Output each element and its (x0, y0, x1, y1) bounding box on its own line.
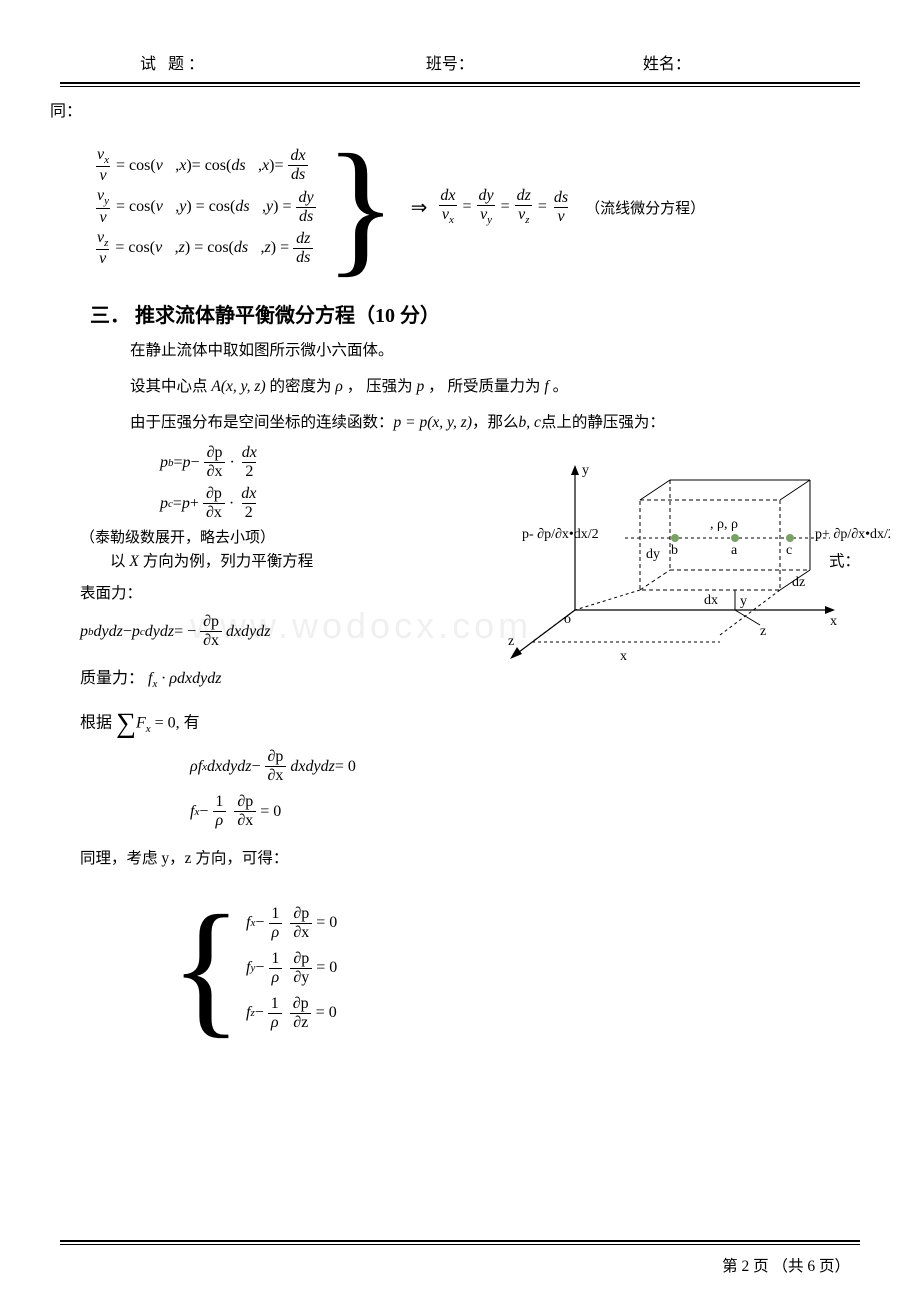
sec3-line3: 由于压强分布是空间坐标的连续函数：p = p(x, y, z)，那么b, c点上… (130, 410, 860, 436)
header-field-exam: 试 题： (140, 50, 426, 74)
svg-text:y: y (740, 594, 747, 609)
streamline-equation-block: vxv = cos(v⃗, x)= cos(ds⃗, x)= dxds vyv … (90, 127, 860, 287)
svg-text:dx: dx (704, 593, 718, 608)
header-field-class: 班号： (426, 50, 643, 74)
streamline-result: dxvx = dyvy = dzvz = dsv (433, 187, 575, 226)
svg-text:p- ∂p/∂x•dx/2: p- ∂p/∂x•dx/2 (522, 527, 599, 542)
sum-condition: 根据 ∑Fx = 0, 有 (80, 708, 860, 740)
svg-text:x: x (620, 649, 627, 664)
direction-cosine-rows: vxv = cos(v⃗, x)= cos(ds⃗, x)= dxds vyv … (90, 144, 321, 270)
balance-eq-2: fx− 1ρ ∂p∂x = 0 (190, 793, 860, 830)
svg-text:b: b (671, 543, 678, 558)
footer-rule-bottom (60, 1244, 860, 1245)
svg-text:x: x (830, 614, 837, 629)
implies-icon: ⇒ (411, 195, 428, 220)
svg-text:z: z (760, 624, 766, 639)
page-number: 第 2 页 （共 6 页） (722, 1254, 850, 1276)
footer-rule-top (60, 1240, 860, 1242)
svg-text:dz: dz (792, 575, 805, 590)
header-rule-top (60, 82, 860, 84)
svg-text:y: y (582, 463, 589, 478)
svg-text:z: z (508, 634, 514, 649)
result-note: （流线微分方程） (585, 197, 705, 218)
euler-y: fy − 1ρ ∂p∂y = 0 (246, 950, 337, 987)
sec3-line2: 设其中心点 A(x, y, z) 的密度为 ρ ， 压强为 p ， 所受质量力为… (130, 374, 860, 400)
balance-eq-1: ρfxdxdydz − ∂p∂x dxdydz = 0 (190, 748, 860, 785)
brace-right-icon: } (325, 127, 397, 287)
svg-text:p+ ∂p/∂x•dx/2: p+ ∂p/∂x•dx/2 (815, 527, 890, 542)
header-field-name: 姓名： (643, 50, 840, 74)
svg-text:a: a (731, 543, 738, 558)
euler-x: fx − 1ρ ∂p∂x = 0 (246, 905, 337, 942)
header-rule-bottom (60, 86, 860, 87)
euler-z: fz − 1ρ ∂p∂z = 0 (246, 995, 337, 1032)
svg-text:c: c (786, 543, 792, 558)
section-3-title: 三． 推求流体静平衡微分方程（10 分） (90, 299, 860, 328)
svg-text:dy: dy (646, 547, 660, 562)
cube-diagram: y x z o b a c , ρ, ρ p- ∂p/∂x•dx/2 p+ ∂p… (460, 460, 890, 670)
cube-svg: y x z o b a c , ρ, ρ p- ∂p/∂x•dx/2 p+ ∂p… (460, 460, 890, 670)
page-header: 试 题： 班号： 姓名： (60, 50, 860, 80)
brace-left-icon: { (170, 878, 242, 1058)
similarly-line: 同理，考虑 y，z 方向，可得： (80, 846, 860, 872)
dc-row-y: vyv = cos(v⃗, y) = cos(ds⃗, y) = dyds (90, 187, 321, 226)
dc-row-z: vzv = cos(v⃗, z) = cos(ds⃗, z) = dzds (90, 229, 321, 268)
svg-text:, ρ, ρ: , ρ, ρ (710, 517, 738, 532)
continued-text: 同： (50, 97, 860, 121)
dc-row-x: vxv = cos(v⃗, x)= cos(ds⃗, x)= dxds (90, 146, 321, 185)
sec3-line1: 在静止流体中取如图所示微小六面体。 (130, 338, 860, 364)
final-system: { fx − 1ρ ∂p∂x = 0 fy − 1ρ ∂p∂y = 0 fz −… (170, 878, 860, 1058)
